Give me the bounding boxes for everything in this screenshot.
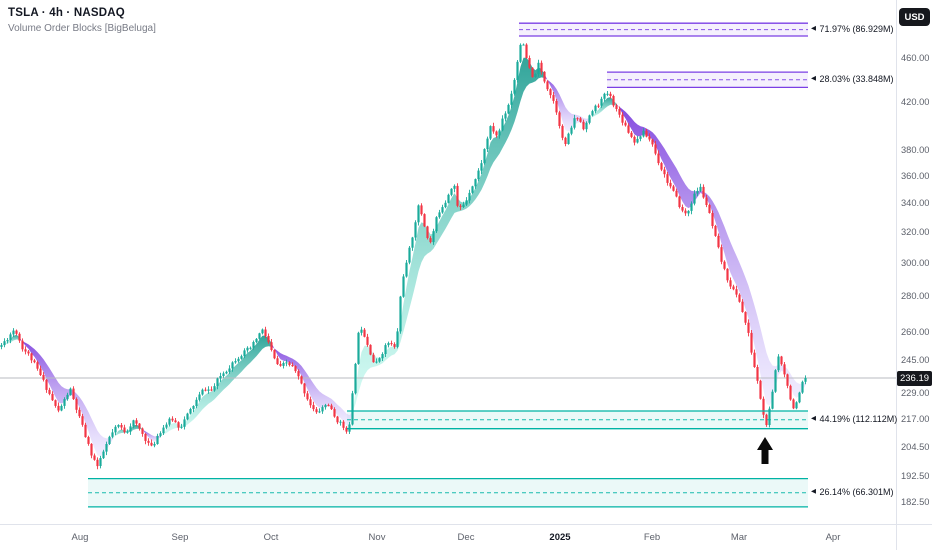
price-tick: 420.00 (901, 97, 930, 107)
price-tick: 204.50 (901, 442, 930, 453)
time-tick: Mar (730, 532, 748, 543)
time-tick: Aug (71, 532, 89, 543)
price-tick: 260.00 (901, 327, 930, 337)
order-block-lines (88, 22, 808, 508)
last-price-badge: 236.19 (897, 370, 932, 386)
ribbon-up-segment (160, 335, 272, 437)
currency-badge[interactable]: USD (899, 8, 930, 26)
order-block-label: ◀ 28.03% (33.848M) (811, 73, 894, 84)
price-tick: 380.00 (901, 145, 930, 155)
order-block-label: ◀ 26.14% (66.301M) (811, 486, 894, 497)
left-arrow-icon: ◀ (811, 25, 816, 33)
order-block-zone (347, 411, 808, 429)
symbol-title[interactable]: TSLA · 4h · NASDAQ (8, 7, 125, 19)
ribbon-down-segment (616, 103, 806, 406)
ribbon-up-segment (589, 97, 617, 121)
price-tick: 300.00 (901, 258, 930, 269)
ribbon-down-segment (544, 74, 590, 132)
trend-ribbon (1, 57, 806, 457)
price-tick: 460.00 (901, 53, 930, 64)
left-arrow-icon: ◀ (811, 75, 816, 83)
time-tick: Oct (263, 532, 279, 543)
left-arrow-icon: ◀ (811, 415, 816, 423)
price-tick: 360.00 (901, 170, 930, 181)
order-block-fills (88, 23, 808, 507)
price-tick: 280.00 (901, 291, 930, 302)
ribbon-up-segment (352, 57, 545, 413)
left-arrow-icon: ◀ (811, 488, 816, 496)
time-tick: Apr (825, 532, 841, 543)
ribbon-down-segment (271, 342, 353, 426)
order-block-label: ◀ 71.97% (86.929M) (811, 23, 894, 34)
time-tick: Nov (368, 532, 386, 543)
price-tick: 245.00 (901, 355, 930, 366)
price-tick: 182.50 (901, 496, 930, 507)
ribbon-down-segment (142, 429, 161, 442)
order-block-label: ◀ 44.19% (112.112M) (811, 413, 898, 424)
ribbon-down-segment (19, 337, 113, 457)
price-tick: 192.50 (901, 471, 930, 482)
time-tick: Feb (643, 532, 661, 543)
time-tick: Sep (171, 532, 189, 543)
time-tick: 2025 (549, 532, 571, 543)
price-tick: 340.00 (901, 198, 930, 209)
order-block-zone (519, 23, 808, 36)
time-axis[interactable]: Aug Sep Oct Nov Dec 2025 Feb Mar Apr (0, 525, 896, 550)
price-tick: 229.00 (901, 387, 930, 398)
time-tick: Dec (457, 532, 475, 543)
price-axis[interactable]: 460.00 420.00 380.00 360.00 340.00 320.00 300.… (899, 0, 932, 524)
price-tick: 217.00 (901, 413, 930, 424)
indicator-title[interactable]: Volume Order Blocks [BigBeluga] (8, 22, 156, 34)
chart-legend: TSLA · 4h · NASDAQ Volume Order Blocks [… (8, 7, 156, 34)
candlestick-series (0, 43, 807, 470)
up-arrow-annotation (757, 437, 773, 464)
price-tick: 320.00 (901, 227, 930, 238)
